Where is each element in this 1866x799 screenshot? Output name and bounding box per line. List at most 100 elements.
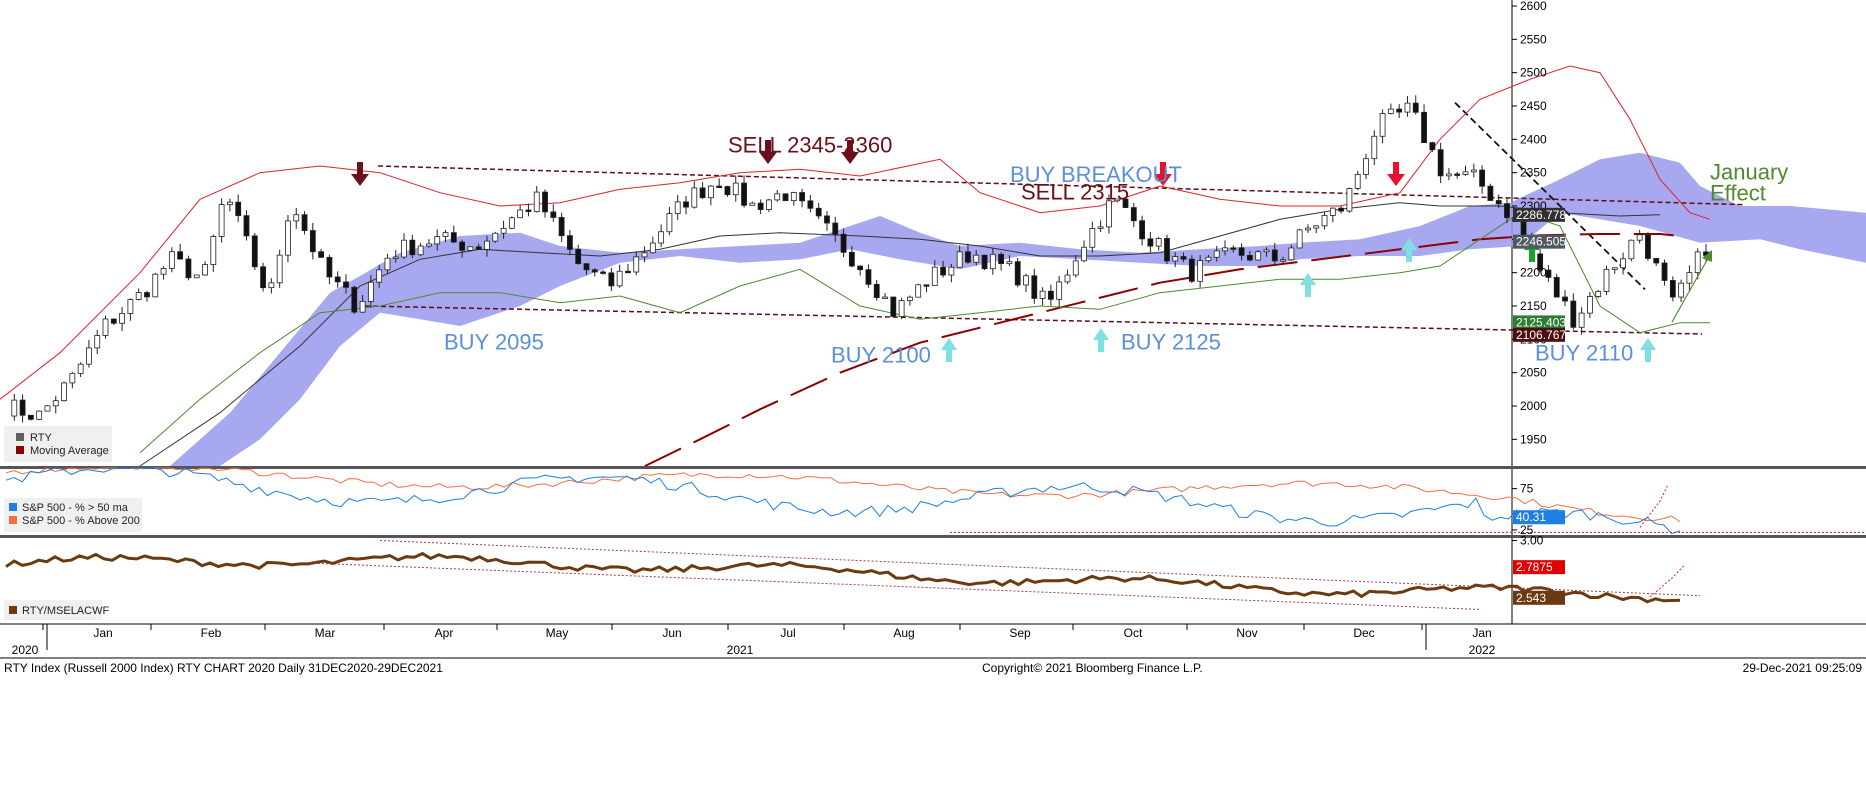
candle-up: [1371, 135, 1378, 160]
candle-down: [550, 211, 557, 218]
candle-down: [1147, 238, 1154, 247]
y-tick-label: 2150: [1520, 299, 1547, 313]
candle-down: [1230, 247, 1237, 250]
candle-up: [1578, 312, 1585, 328]
candle-up: [1155, 238, 1162, 247]
candle-up: [517, 209, 524, 219]
annotation-label: SELL 2345-2360: [728, 133, 892, 158]
candle-down: [600, 271, 606, 274]
candle-down: [558, 217, 565, 237]
candle-down: [27, 414, 34, 420]
candle-down: [251, 235, 258, 268]
candle-down: [475, 246, 482, 250]
arrow-down-icon: [841, 140, 859, 164]
candle-up: [492, 232, 499, 242]
candle-up: [1470, 169, 1477, 173]
candle-up: [401, 239, 407, 258]
price-label-box: [1513, 207, 1565, 222]
candle-down: [326, 256, 333, 278]
x-tick-label: Mar: [315, 626, 336, 640]
candle-up: [1039, 290, 1046, 299]
legend-box: [4, 426, 112, 462]
candle-up: [674, 201, 681, 215]
candle-down: [1669, 280, 1676, 298]
y-tick-label: 25: [1520, 523, 1534, 537]
candle-down: [1122, 198, 1129, 208]
projection-line: [1649, 565, 1685, 598]
candle-down: [865, 269, 872, 285]
price-label: 2.7875: [1516, 560, 1553, 574]
candle-down: [243, 215, 250, 237]
candle-up: [1587, 296, 1593, 314]
candle-down: [318, 251, 325, 258]
x-tick-label: Oct: [1124, 626, 1143, 640]
candle-down: [525, 209, 532, 212]
candle-down: [351, 286, 358, 313]
candle-down: [409, 239, 416, 256]
candle-up: [774, 193, 781, 201]
arrow-up-icon: [1702, 250, 1712, 262]
candle-up: [484, 240, 490, 250]
candlesticks: [11, 95, 1709, 423]
candle-up: [1446, 173, 1452, 177]
candle-down: [757, 202, 764, 210]
candle-up: [392, 256, 399, 259]
candle-up: [152, 273, 159, 298]
candle-up: [168, 251, 175, 269]
candle-up: [1603, 268, 1610, 292]
ichimoku-cloud: [170, 152, 1866, 466]
candle-down: [716, 185, 723, 188]
moving-average-50: [139, 202, 1661, 467]
x-tick-label: Dec: [1353, 626, 1374, 640]
x-year-label: 2020: [12, 643, 39, 657]
x-tick-label: May: [546, 626, 569, 640]
candle-down: [940, 266, 946, 276]
annotation-label: SELL 2315: [1021, 179, 1129, 204]
candle-down: [1164, 238, 1170, 262]
y-tick-label: 3.00: [1520, 534, 1544, 548]
candle-down: [459, 241, 465, 251]
footer-right: 29-Dec-2021 09:25:09: [1743, 661, 1863, 675]
x-tick-label: Feb: [201, 626, 222, 640]
candle-down: [591, 269, 598, 273]
candle-down: [235, 201, 242, 217]
y-tick-label: 2350: [1520, 166, 1547, 180]
candle-down: [857, 265, 864, 271]
candle-up: [658, 231, 665, 244]
candle-down: [185, 258, 192, 279]
footer-left: RTY Index (Russell 2000 Index) RTY CHART…: [4, 661, 443, 675]
x-tick-label: Sep: [1009, 626, 1031, 640]
legend-label: Moving Average: [30, 445, 109, 457]
candle-up: [1611, 267, 1618, 270]
candle-up: [989, 253, 996, 270]
candle-up: [508, 217, 515, 229]
candle-up: [1288, 247, 1295, 261]
candle-up: [102, 318, 109, 336]
candle-up: [119, 313, 125, 324]
candle-up: [931, 266, 938, 286]
price-label-box: [1513, 327, 1565, 342]
x-tick-label: Jun: [662, 626, 681, 640]
candle-up: [127, 299, 134, 314]
candle-down: [450, 232, 457, 243]
legend-box: [4, 600, 102, 620]
candle-down: [1495, 200, 1502, 205]
candle-up: [1313, 225, 1320, 229]
candle-down: [1653, 258, 1660, 264]
candle-down: [1412, 102, 1419, 113]
candle-down: [260, 266, 266, 289]
legend-box: [4, 498, 142, 532]
candle-up: [1387, 108, 1394, 114]
candle-down: [1014, 261, 1021, 286]
candle-down: [1047, 290, 1054, 300]
candle-down: [110, 318, 117, 324]
annotation-label: BUY BREAKOUT: [1010, 162, 1182, 187]
x-tick-label: Nov: [1236, 626, 1257, 640]
candle-up: [1305, 227, 1311, 231]
candle-up: [218, 204, 225, 237]
candle-up: [11, 399, 18, 417]
annotation-label: Effect: [1710, 181, 1766, 206]
candle-up: [69, 372, 76, 384]
candle-up: [973, 254, 980, 263]
candle-up: [227, 201, 233, 205]
